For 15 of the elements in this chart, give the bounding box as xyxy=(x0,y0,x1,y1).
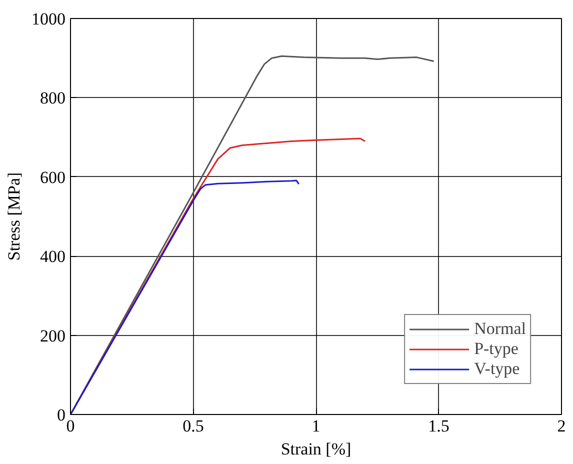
x-tick-label: 0.5 xyxy=(182,416,204,436)
legend-label: Normal xyxy=(474,319,526,339)
y-tick-label: 400 xyxy=(40,247,66,266)
x-axis-title: Strain [%] xyxy=(280,440,352,458)
x-tick-label: 1.5 xyxy=(428,416,450,436)
x-tick-label: 2 xyxy=(557,416,566,436)
y-axis-title: Stress [MPa] xyxy=(4,172,24,261)
x-tick-label: 1 xyxy=(312,416,320,436)
legend-label: P-type xyxy=(474,339,518,359)
y-tick-label: 200 xyxy=(40,326,66,346)
line-series xyxy=(70,180,300,414)
y-tick-label: 1000 xyxy=(32,10,66,28)
y-tick-label: 800 xyxy=(40,88,66,108)
y-tick-label: 600 xyxy=(40,168,66,187)
legend-label: V-type xyxy=(474,359,520,379)
